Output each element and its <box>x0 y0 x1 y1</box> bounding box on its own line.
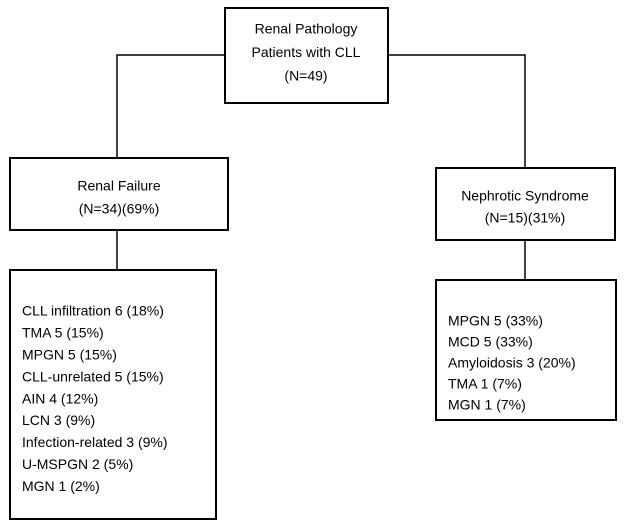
node-text: Renal Failure <box>77 178 160 194</box>
node-text: CLL-unrelated 5 (15%) <box>22 368 164 384</box>
connector <box>116 54 225 158</box>
node-text: U-MSPGN 2 (5%) <box>22 456 133 472</box>
node-text: MCD 5 (33%) <box>448 334 533 350</box>
node-text: TMA 5 (15%) <box>22 325 104 341</box>
node-text: MGN 1 (7%) <box>448 397 526 413</box>
node-text: Patients with CLL <box>252 44 361 60</box>
node-text: Amyloidosis 3 (20%) <box>448 355 576 371</box>
renal-failure-box <box>9 157 229 231</box>
node-text: (N=15)(31%) <box>485 210 566 226</box>
node-text: Infection-related 3 (9%) <box>22 434 168 450</box>
node-text: (N=49) <box>284 68 327 84</box>
node-text: LCN 3 (9%) <box>22 412 95 428</box>
node-text: Nephrotic Syndrome <box>461 188 589 204</box>
node-text: AIN 4 (12%) <box>22 390 98 406</box>
node-text: MGN 1 (2%) <box>22 478 100 494</box>
renal-failure-list <box>9 269 217 520</box>
root-box <box>224 7 389 104</box>
nephrotic-box <box>435 167 616 241</box>
node-text: TMA 1 (7%) <box>448 376 522 392</box>
connector <box>388 54 526 168</box>
nephrotic-list <box>435 279 617 421</box>
node-text: CLL infiltration 6 (18%) <box>22 303 164 319</box>
node-text: Renal Pathology <box>255 21 358 37</box>
node-text: (N=34)(69%) <box>79 201 160 217</box>
node-text: MPGN 5 (33%) <box>448 313 543 329</box>
node-texts: Renal Pathology Patients with CLL (N=49) Re… <box>22 21 589 494</box>
node-text: MPGN 5 (15%) <box>22 347 117 363</box>
